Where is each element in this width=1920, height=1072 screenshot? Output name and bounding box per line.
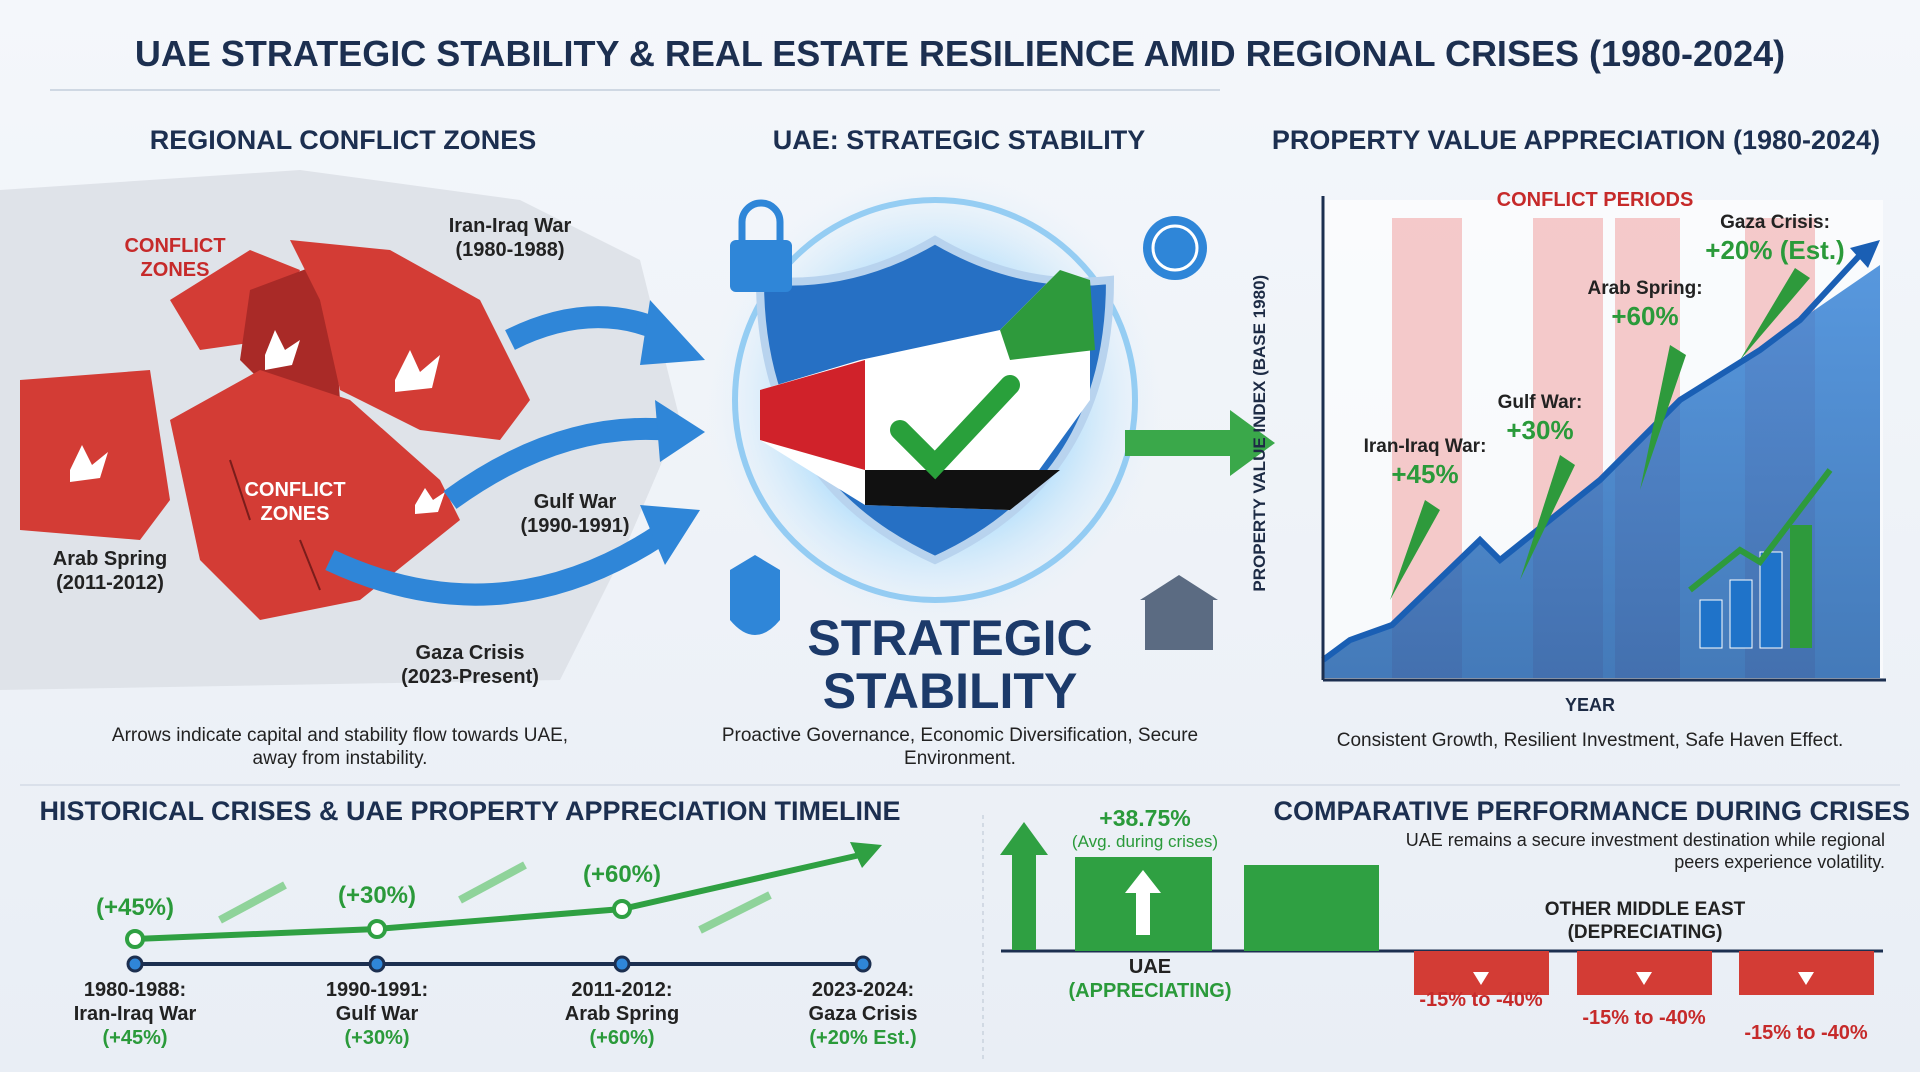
period: 1980-1988:	[83, 979, 187, 1001]
event-name: Arab Spring	[52, 548, 168, 570]
event-name: Gulf War	[533, 491, 617, 513]
property-chart	[1321, 196, 1886, 682]
change: (+45%)	[102, 1027, 168, 1049]
period: 1990-1991:	[325, 979, 429, 1001]
heading: REGIONAL CONFLICT ZONES	[149, 125, 537, 155]
uae-label: UAE (APPRECIATING)	[1040, 955, 1260, 1003]
heading: COMPARATIVE PERFORMANCE DURING CRISES	[1273, 796, 1910, 826]
icons	[730, 199, 1218, 650]
annotation: Iran-Iraq War: +45%	[1345, 436, 1505, 490]
annotation-event: Iran-Iraq War:	[1363, 436, 1487, 457]
event: Gaza Crisis (2023-Present)	[380, 641, 560, 689]
others-value: -15% to -40%	[1582, 1007, 1706, 1029]
timeline-badge: (+30%)	[337, 882, 417, 909]
annotation: Gulf War: +30%	[1470, 392, 1610, 446]
timeline-label: 2023-2024: Gaza Crisis (+20% Est.)	[773, 978, 953, 1050]
event-name: Gaza Crisis	[415, 642, 525, 664]
event-period: (2023-Present)	[401, 666, 539, 688]
event: Gaza Crisis	[808, 1003, 918, 1025]
annotation-event: Gulf War:	[1497, 392, 1583, 413]
ring	[732, 197, 1138, 603]
event: Arab Spring	[564, 1003, 680, 1025]
event: Iran-Iraq War (1980-1988)	[420, 214, 600, 262]
period: 2023-2024:	[811, 979, 915, 1001]
zone-label: CONFLICT ZONES	[124, 235, 226, 281]
annotation-change: +30%	[1506, 414, 1574, 445]
uae-value: +38.75%	[1099, 805, 1191, 831]
change: (+60%)	[589, 1027, 655, 1049]
label: UAE	[1128, 956, 1172, 978]
band-label: CONFLICT PERIODS	[1496, 189, 1694, 211]
map	[0, 170, 680, 690]
period: 2011-2012:	[571, 979, 673, 1001]
event-period: (1980-1988)	[455, 239, 565, 261]
timeline-label: 2011-2012: Arab Spring (+60%)	[542, 978, 702, 1050]
title: UAE STRATEGIC STABILITY & REAL ESTATE RE…	[134, 33, 1786, 74]
annotation-change: +45%	[1391, 458, 1459, 489]
annotation: Gaza Crisis: +20% (Est.)	[1690, 212, 1860, 266]
comparison-chart	[1000, 822, 1883, 995]
heading: PROPERTY VALUE APPRECIATION (1980-2024)	[1271, 125, 1881, 155]
others-value: -15% to -40%	[1419, 989, 1543, 1011]
event: Gulf War	[335, 1003, 419, 1025]
flow-arrows	[325, 306, 671, 606]
annotation-change: +20% (Est.)	[1705, 234, 1845, 265]
annotation-event: Arab Spring:	[1587, 278, 1703, 299]
uae-value-note: (Avg. during crises)	[1071, 832, 1219, 851]
zone-label: CONFLICT ZONES	[244, 479, 346, 525]
note: UAE remains a secure investment destinat…	[1405, 830, 1885, 872]
event-period: (2011-2012)	[56, 572, 164, 594]
event: Arab Spring (2011-2012)	[30, 547, 190, 595]
caption: Consistent Growth, Resilient Investment,…	[1336, 730, 1844, 751]
change: (+20% Est.)	[809, 1027, 917, 1049]
annotation-event: Gaza Crisis:	[1720, 212, 1830, 233]
caption: Arrows indicate capital and stability fl…	[111, 725, 569, 769]
others-value: -15% to -40%	[1744, 1022, 1868, 1044]
flow-arrowheads	[640, 300, 705, 565]
heading: HISTORICAL CRISES & UAE PROPERTY APPRECI…	[39, 796, 901, 826]
caption: Proactive Governance, Economic Diversifi…	[721, 725, 1199, 769]
event-name: Iran-Iraq War	[448, 215, 572, 237]
change: (+30%)	[344, 1027, 410, 1049]
timeline	[125, 842, 882, 973]
sublabel: (APPRECIATING)	[1068, 980, 1232, 1002]
event-period: (1990-1991)	[520, 515, 630, 537]
annotation: Arab Spring: +60%	[1570, 278, 1720, 332]
event: Iran-Iraq War	[73, 1003, 197, 1025]
event: Gulf War (1990-1991)	[500, 490, 650, 538]
y-axis-label: PROPERTY VALUE INDEX (BASE 1980)	[1249, 274, 1269, 592]
timeline-badge: (+45%)	[95, 894, 175, 921]
green-arrow	[1125, 410, 1275, 476]
badge: STRATEGIC STABILITY	[807, 610, 1093, 719]
timeline-badge: (+60%)	[582, 861, 662, 888]
heading: UAE: STRATEGIC STABILITY	[772, 125, 1146, 155]
timeline-label: 1980-1988: Iran-Iraq War (+45%)	[55, 978, 215, 1050]
annotation-change: +60%	[1611, 300, 1679, 331]
timeline-label: 1990-1991: Gulf War (+30%)	[297, 978, 457, 1050]
others-label: OTHER MIDDLE EAST (DEPRECIATING)	[1544, 899, 1746, 943]
x-axis-label: YEAR	[1564, 695, 1615, 715]
check	[890, 375, 1020, 480]
